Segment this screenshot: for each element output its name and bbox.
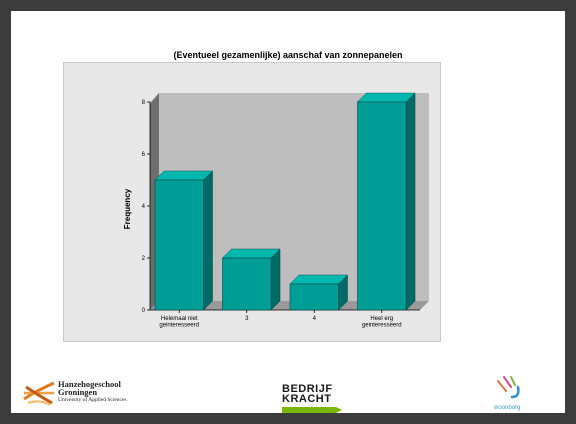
bar-top: [356, 92, 416, 103]
hanze-name-line2: Groningen: [58, 387, 98, 397]
bedrijfskracht-logo: BEDRIJF KRACHT: [282, 383, 333, 405]
bar-side: [270, 248, 281, 311]
hanze-logo-text: Hanzehogeschool Groningen University of …: [58, 380, 127, 404]
bar-top: [154, 170, 214, 181]
x-tick-label: 3: [245, 316, 249, 322]
woonborg-logo-text: woonborg: [494, 405, 521, 411]
bar-top: [221, 248, 281, 259]
hanze-logo-icon: [23, 381, 55, 406]
y-tick-label: 6: [142, 152, 146, 158]
bar-top: [289, 274, 349, 285]
y-tick-label: 0: [142, 308, 146, 314]
bedrijfskracht-banner-icon: [282, 407, 342, 413]
bar-side: [405, 92, 416, 311]
woonborg-logo-icon: [497, 376, 520, 399]
bar: [222, 257, 272, 311]
bar: [289, 283, 339, 311]
bar: [154, 179, 204, 311]
bedrijf-line1: BEDRIJF: [282, 383, 333, 395]
y-tick-label: 4: [142, 204, 146, 210]
bar: [357, 101, 407, 311]
x-tick-label: Helemaal niet geinteresseerd: [159, 316, 199, 329]
bedrijf-line2: KRACHT: [282, 393, 332, 405]
y-axis-label: Frequency: [123, 188, 132, 229]
chart-title: (Eventueel gezamenlijke) aanschaf van zo…: [173, 50, 403, 60]
y-tick-label: 8: [142, 100, 146, 106]
bar-side: [203, 170, 213, 311]
y-tick-label: 2: [142, 256, 146, 262]
x-tick-label: Heel erg geinteresseerd: [362, 316, 402, 329]
x-tick-label: 4: [313, 316, 317, 322]
hanze-name-line1: Hanzehogeschool: [58, 379, 121, 389]
hanze-name-line3: University of Applied Sciences: [58, 397, 127, 403]
bar-chart: 0 2 4 6 8 Helemaal niet geinteresseerd 3 4 Heel e…: [123, 92, 429, 329]
